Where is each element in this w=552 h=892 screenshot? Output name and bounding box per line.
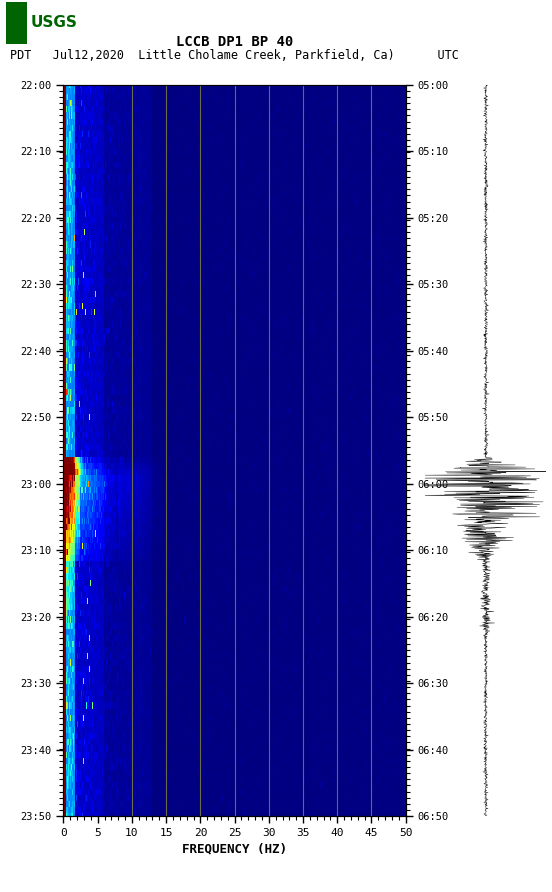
X-axis label: FREQUENCY (HZ): FREQUENCY (HZ) <box>182 842 287 855</box>
Text: LCCB DP1 BP 40: LCCB DP1 BP 40 <box>176 35 293 49</box>
Text: PDT   Jul12,2020  Little Cholame Creek, Parkfield, Ca)      UTC: PDT Jul12,2020 Little Cholame Creek, Par… <box>10 49 459 62</box>
Text: USGS: USGS <box>30 14 77 29</box>
FancyBboxPatch shape <box>6 3 27 44</box>
